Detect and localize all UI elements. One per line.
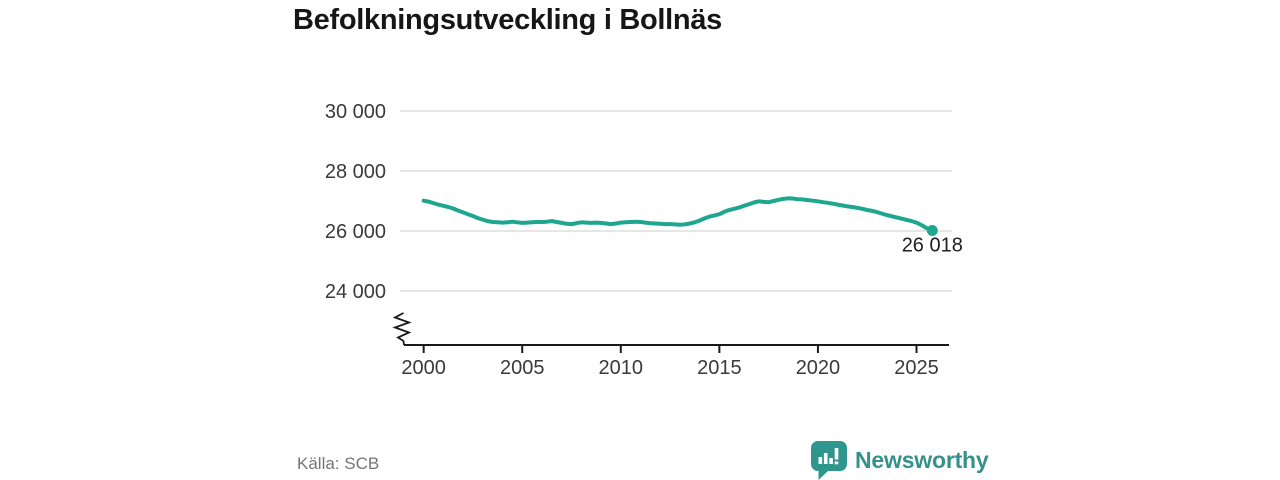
x-tick-label: 2020 xyxy=(796,357,841,379)
y-tick-label: 26 000 xyxy=(325,221,386,243)
x-tick-label: 2000 xyxy=(401,357,446,379)
y-tick-label: 30 000 xyxy=(325,101,386,123)
x-tick-label: 2025 xyxy=(894,357,939,379)
axis-break-icon xyxy=(392,312,412,346)
y-tick-label: 28 000 xyxy=(325,161,386,183)
source-note: Källa: SCB xyxy=(297,454,380,473)
latest-point-dot xyxy=(926,224,938,236)
x-tick-label: 2005 xyxy=(500,357,545,379)
population-line xyxy=(421,196,935,233)
newsworthy-logo: Newsworthy xyxy=(810,440,989,480)
y-tick-label: 24 000 xyxy=(325,281,386,303)
latest-value-label: 26 018 xyxy=(902,234,963,256)
x-tick-label: 2015 xyxy=(697,357,742,379)
page-title: Befolkningsutveckling i Bollnäs xyxy=(293,4,722,36)
x-tick-label: 2010 xyxy=(599,357,644,379)
newsworthy-wordmark: Newsworthy xyxy=(855,446,989,473)
bar-chart-speech-bubble-icon xyxy=(811,441,847,480)
